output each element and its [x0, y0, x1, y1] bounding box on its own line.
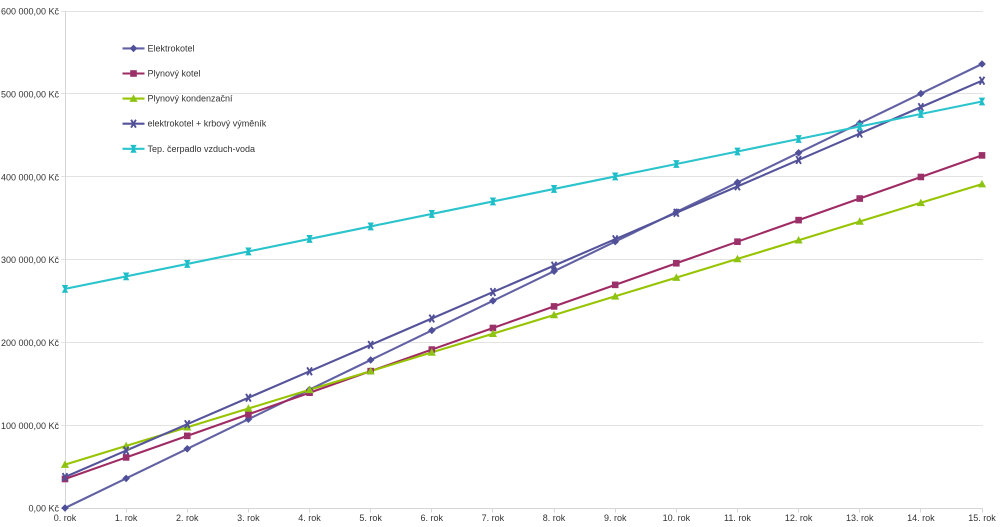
svg-text:12. rok: 12. rok	[785, 513, 813, 523]
svg-text:9. rok: 9. rok	[604, 513, 627, 523]
svg-text:14. rok: 14. rok	[907, 513, 935, 523]
svg-text:Plynový kotel: Plynový kotel	[148, 69, 201, 79]
svg-text:Tep. čerpadlo vzduch-voda: Tep. čerpadlo vzduch-voda	[148, 144, 256, 154]
svg-text:6. rok: 6. rok	[421, 513, 444, 523]
svg-text:2. rok: 2. rok	[176, 513, 199, 523]
svg-text:10. rok: 10. rok	[663, 513, 691, 523]
svg-text:0,00 Kč: 0,00 Kč	[28, 504, 59, 514]
svg-text:300 000,00 Kč: 300 000,00 Kč	[1, 255, 60, 265]
svg-text:elektrokotel + krbový výměník: elektrokotel + krbový výměník	[148, 119, 267, 129]
svg-text:5. rok: 5. rok	[359, 513, 382, 523]
svg-text:7. rok: 7. rok	[482, 513, 505, 523]
svg-text:400 000,00 Kč: 400 000,00 Kč	[1, 172, 60, 182]
svg-text:500 000,00 Kč: 500 000,00 Kč	[1, 89, 60, 99]
svg-text:1. rok: 1. rok	[115, 513, 138, 523]
svg-text:13. rok: 13. rok	[846, 513, 874, 523]
svg-text:Plynový kondenzační: Plynový kondenzační	[148, 94, 234, 104]
svg-text:11. rok: 11. rok	[724, 513, 751, 523]
svg-text:8. rok: 8. rok	[543, 513, 566, 523]
svg-text:0. rok: 0. rok	[54, 513, 77, 523]
svg-text:600 000,00 Kč: 600 000,00 Kč	[1, 7, 60, 17]
svg-text:4. rok: 4. rok	[298, 513, 321, 523]
svg-text:15. rok: 15. rok	[968, 513, 996, 523]
svg-text:3. rok: 3. rok	[237, 513, 260, 523]
svg-text:Elektrokotel: Elektrokotel	[148, 43, 195, 53]
svg-text:100 000,00 Kč: 100 000,00 Kč	[1, 421, 60, 431]
svg-text:200 000,00 Kč: 200 000,00 Kč	[1, 338, 60, 348]
